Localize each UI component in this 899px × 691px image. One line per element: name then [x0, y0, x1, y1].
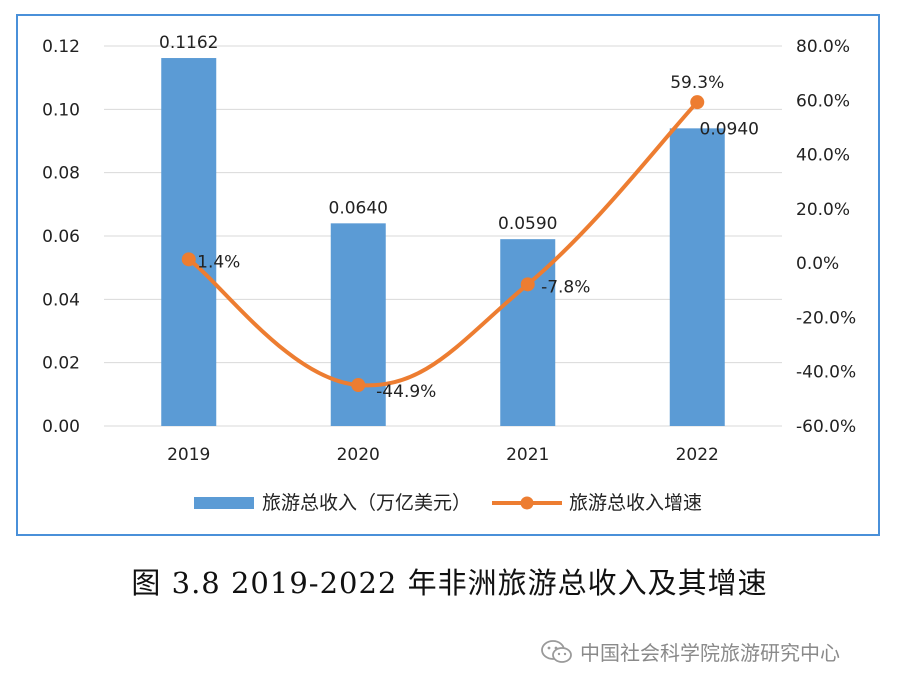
right-axis-ticks: -60.0% -40.0% -20.0% 0.0% 20.0% 40.0% 60.0% 80.…	[796, 37, 856, 437]
right-tick-label: 20.0%	[796, 200, 850, 220]
chart-frame: 0.00 0.02 0.04 0.06 0.08 0.10 0.12 -60.0% -40.0…	[16, 14, 880, 536]
line-point	[690, 95, 705, 110]
x-tick-label: 2020	[337, 445, 380, 465]
growth-line	[186, 100, 700, 388]
legend-line-marker	[520, 496, 534, 510]
bar-value-label: 0.1162	[159, 33, 218, 53]
legend-line-label: 旅游总收入增速	[569, 492, 702, 514]
watermark-text: 中国社会科学院旅游研究中心	[580, 641, 840, 665]
line-value-label: -7.8%	[541, 277, 590, 297]
right-tick-label: -40.0%	[796, 363, 856, 383]
line-point	[181, 252, 196, 267]
line-series: 1.4% -44.9% -7.8% 59.3%	[181, 73, 724, 402]
bar-series: 0.1162 0.0640 0.0590 0.0940	[159, 33, 759, 427]
x-axis-labels: 2019 2020 2021 2022	[167, 445, 719, 465]
x-tick-label: 2021	[506, 445, 549, 465]
legend: 旅游总收入（万亿美元） 旅游总收入增速	[194, 492, 702, 514]
gridlines	[104, 45, 782, 427]
left-tick-label: 0.02	[42, 354, 80, 374]
legend-bar-swatch	[194, 497, 254, 509]
left-tick-label: 0.04	[42, 290, 80, 310]
right-tick-label: 0.0%	[796, 254, 839, 274]
figure-caption: 图 3.8 2019-2022 年非洲旅游总收入及其增速	[131, 566, 768, 600]
line-value-label: -44.9%	[376, 382, 436, 402]
left-axis-ticks: 0.00 0.02 0.04 0.06 0.08 0.10 0.12	[42, 37, 80, 437]
line-point	[520, 277, 535, 292]
right-tick-label: 60.0%	[796, 91, 850, 111]
left-tick-label: 0.10	[42, 100, 80, 120]
right-tick-label: -60.0%	[796, 417, 856, 437]
right-tick-label: 80.0%	[796, 37, 850, 57]
left-tick-label: 0.00	[42, 417, 80, 437]
bar	[161, 58, 217, 427]
wechat-icon	[541, 639, 572, 663]
combo-chart: 0.00 0.02 0.04 0.06 0.08 0.10 0.12 -60.0% -40.0…	[42, 33, 856, 514]
line-value-label: 1.4%	[197, 252, 240, 272]
bar	[669, 128, 725, 426]
right-tick-label: -20.0%	[796, 308, 856, 328]
legend-bar-label: 旅游总收入（万亿美元）	[262, 492, 471, 514]
line-value-label: 59.3%	[670, 73, 724, 93]
x-tick-label: 2019	[167, 445, 210, 465]
bar-value-label: 0.0590	[498, 214, 557, 234]
left-tick-label: 0.08	[42, 164, 80, 184]
right-tick-label: 40.0%	[796, 146, 850, 166]
bar-value-label: 0.0940	[700, 119, 759, 139]
left-tick-label: 0.12	[42, 37, 80, 57]
watermark: 中国社会科学院旅游研究中心	[540, 637, 840, 666]
line-point	[351, 378, 366, 393]
x-tick-label: 2022	[676, 445, 719, 465]
bar-value-label: 0.0640	[329, 198, 388, 218]
left-tick-label: 0.06	[42, 227, 80, 247]
bar	[330, 223, 386, 426]
